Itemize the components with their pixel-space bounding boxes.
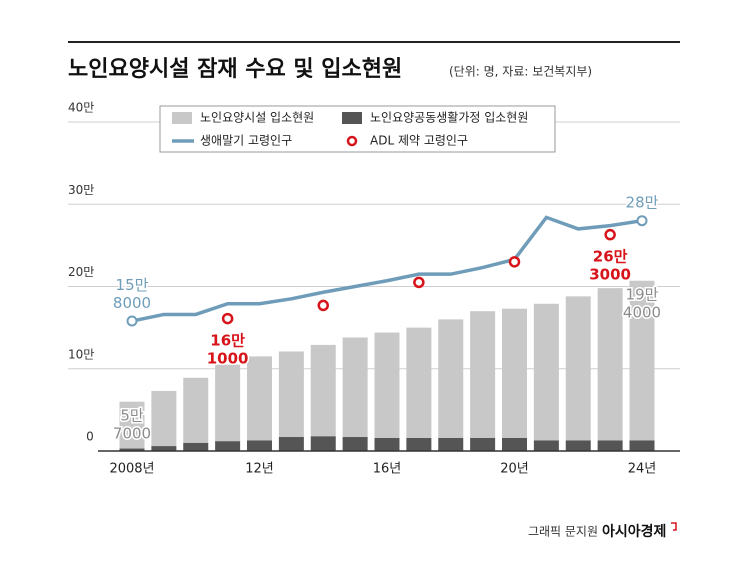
bar: [247, 440, 272, 451]
bar: [278, 351, 304, 438]
legend-swatch: [346, 135, 358, 147]
data-label: 26만 3000: [589, 247, 631, 283]
bar: [470, 311, 496, 438]
bar: [438, 437, 464, 451]
data-label: 19만 4000: [623, 285, 661, 321]
bar: [565, 440, 591, 451]
bar: [342, 437, 368, 451]
bar: [342, 337, 368, 438]
bar: [151, 446, 177, 451]
bar: [119, 448, 145, 451]
data-label: 16만 1000: [207, 331, 249, 367]
bar: [119, 401, 145, 449]
line-end-point: [636, 215, 648, 227]
legend-label: 노인요양공동생활가정 입소현원: [370, 111, 528, 125]
marker: [508, 256, 521, 268]
logo-mark: [671, 522, 677, 531]
chart-subtitle: (단위: 명, 자료: 보건복지부): [449, 65, 592, 79]
bar: [310, 344, 336, 437]
legend-swatch: [342, 112, 362, 124]
bar: [374, 437, 400, 451]
legend-label: 노인요양시설 입소현원: [200, 111, 314, 125]
bar: [597, 288, 623, 441]
data-label: 5만 7000: [113, 406, 151, 442]
bar: [247, 356, 272, 441]
publisher: 아시아경제: [602, 523, 666, 540]
marker: [413, 276, 425, 289]
bar: [183, 377, 209, 443]
bar: [597, 440, 623, 451]
legend-swatch: [172, 112, 192, 124]
line: [131, 215, 643, 323]
credit: 그래픽 문지원: [528, 525, 598, 539]
marker: [604, 228, 616, 241]
bar: [502, 437, 527, 451]
bar: [374, 332, 400, 438]
bar: [565, 296, 591, 441]
bar: [533, 303, 559, 441]
x-tick-label: 12년: [245, 462, 274, 477]
bar: [470, 437, 496, 451]
bar: [278, 437, 304, 451]
x-tick-label: 20년: [500, 462, 529, 477]
bar: [406, 437, 432, 451]
y-tick-label: 40만: [68, 101, 94, 115]
marker: [317, 299, 329, 312]
bar: [629, 440, 655, 451]
bar: [183, 442, 209, 451]
x-tick-label: 24년: [628, 462, 657, 477]
bar: [502, 308, 527, 438]
bar: [533, 440, 559, 451]
data-label: 15만 8000: [113, 276, 151, 312]
bar: [406, 327, 432, 438]
legend-label: 생애말기 고령인구: [200, 134, 292, 148]
bar: [438, 319, 464, 438]
y-tick-label: 30만: [68, 183, 94, 197]
bar: [629, 280, 655, 441]
line-end-point: [126, 315, 138, 327]
y-tick-label: 0: [86, 430, 94, 444]
x-tick-label: 2008년: [109, 462, 154, 477]
data-label: 28만: [626, 193, 659, 211]
bar: [310, 436, 336, 451]
bar: [151, 390, 177, 447]
y-tick-label: 10만: [68, 347, 94, 361]
legend-label: ADL 제약 고령인구: [370, 133, 468, 148]
chart-title: 노인요양시설 잠재 수요 및 입소현원: [68, 57, 402, 82]
x-tick-label: 16년: [373, 462, 402, 477]
y-tick-label: 20만: [68, 265, 94, 279]
marker: [221, 312, 234, 325]
bar: [215, 441, 241, 451]
bar: [215, 364, 241, 442]
